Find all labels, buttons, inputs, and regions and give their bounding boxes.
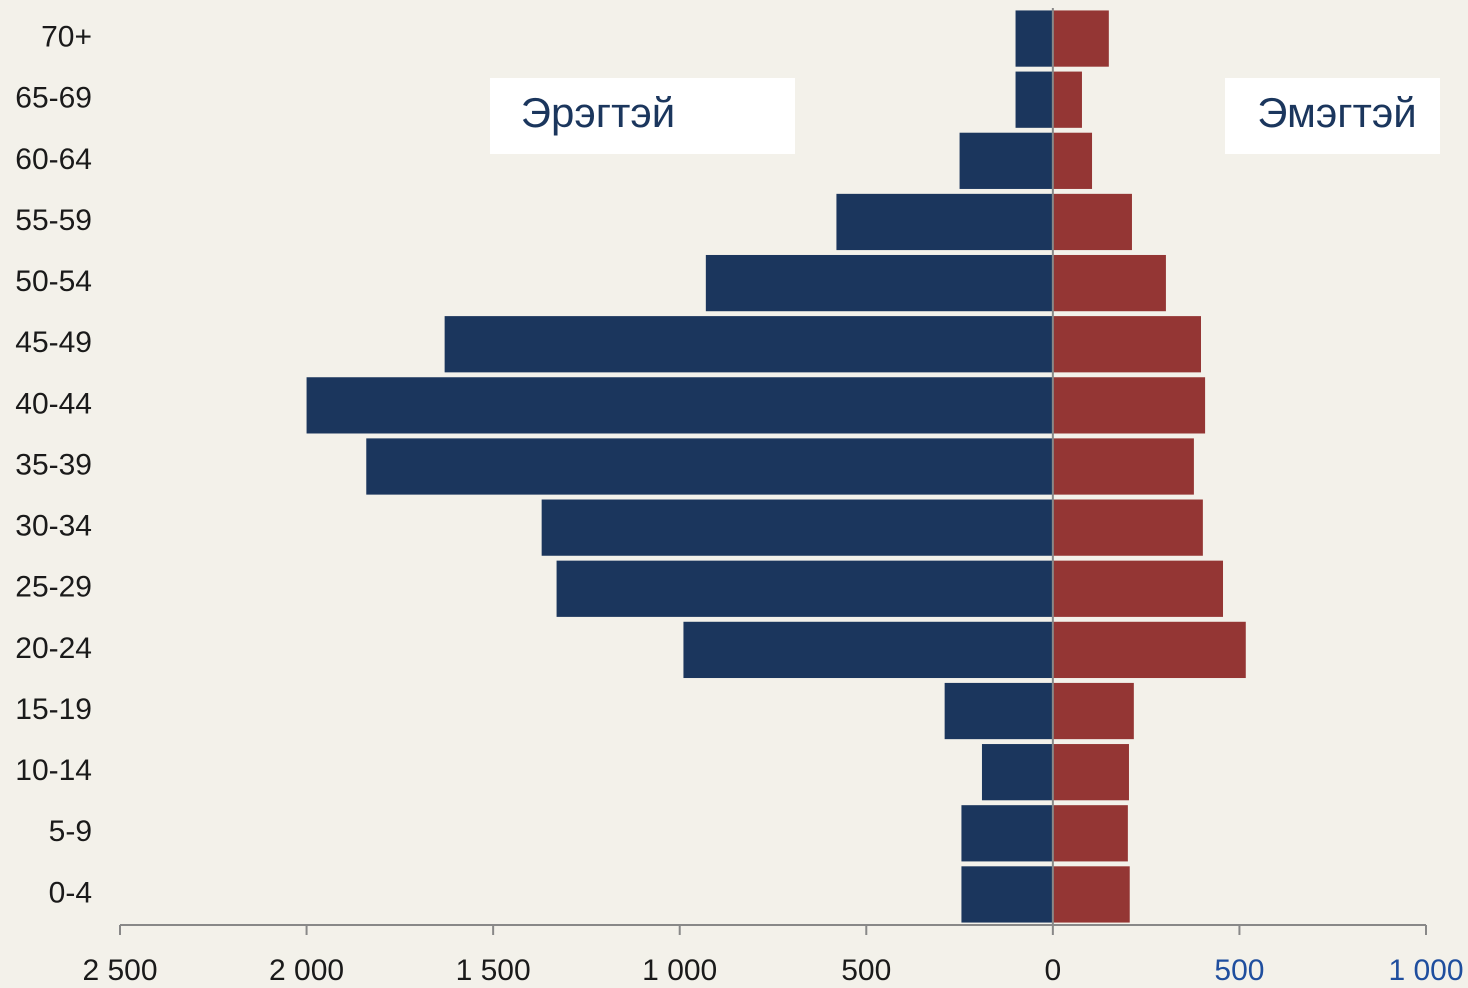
bar <box>1052 254 1166 312</box>
bar <box>1052 621 1246 679</box>
bar <box>556 560 1053 617</box>
bar <box>1052 377 1206 434</box>
bar <box>683 621 1053 679</box>
y-tick-label: 45-49 <box>15 326 92 359</box>
bar <box>1052 193 1132 251</box>
y-tick-label: 5-9 <box>49 815 92 848</box>
y-tick-label: 40-44 <box>15 387 92 420</box>
bar <box>1015 10 1053 67</box>
bar <box>1052 10 1109 67</box>
x-tick-label: 1 000 <box>1388 954 1463 987</box>
y-tick-label: 20-24 <box>15 632 92 665</box>
bar <box>961 866 1053 923</box>
bar <box>836 193 1053 251</box>
x-tick-label: 2 000 <box>269 954 344 987</box>
legend-box <box>490 78 795 154</box>
y-tick-label: 10-14 <box>15 754 92 787</box>
legend-box <box>1225 78 1440 154</box>
bar <box>1052 560 1224 617</box>
x-tick-label: 1 000 <box>642 954 717 987</box>
y-tick-label: 25-29 <box>15 571 92 604</box>
y-tick-label: 70+ <box>41 20 92 53</box>
bar <box>705 254 1053 312</box>
bar <box>541 499 1053 556</box>
bar <box>959 132 1053 189</box>
bar <box>961 805 1053 862</box>
bar <box>306 377 1053 434</box>
bar <box>1052 682 1134 740</box>
bar <box>944 682 1053 740</box>
bar <box>981 744 1053 801</box>
bar <box>1052 132 1093 189</box>
y-tick-label: 65-69 <box>15 82 92 115</box>
bar <box>1015 71 1053 128</box>
bar <box>1052 805 1128 862</box>
x-tick-label: 0 <box>1045 954 1062 987</box>
legend-label: Эмэгтэй <box>1257 89 1416 136</box>
bar <box>1052 316 1201 373</box>
bar <box>1052 499 1203 556</box>
legend-label: Эрэгтэй <box>521 89 675 136</box>
bar <box>1052 438 1194 495</box>
x-tick-label: 2 500 <box>82 954 157 987</box>
x-tick-label: 500 <box>1214 954 1264 987</box>
bar <box>1052 744 1129 801</box>
y-tick-label: 55-59 <box>15 204 92 237</box>
y-tick-label: 60-64 <box>15 143 92 176</box>
y-tick-label: 30-34 <box>15 510 92 543</box>
y-tick-label: 35-39 <box>15 448 92 481</box>
bar <box>1052 71 1082 128</box>
y-tick-label: 0-4 <box>49 876 92 909</box>
x-tick-label: 500 <box>841 954 891 987</box>
x-tick-label: 1 500 <box>456 954 531 987</box>
bar <box>1052 866 1130 923</box>
y-tick-label: 15-19 <box>15 693 92 726</box>
y-tick-label: 50-54 <box>15 265 92 298</box>
bar <box>444 316 1053 373</box>
bar <box>366 438 1053 495</box>
